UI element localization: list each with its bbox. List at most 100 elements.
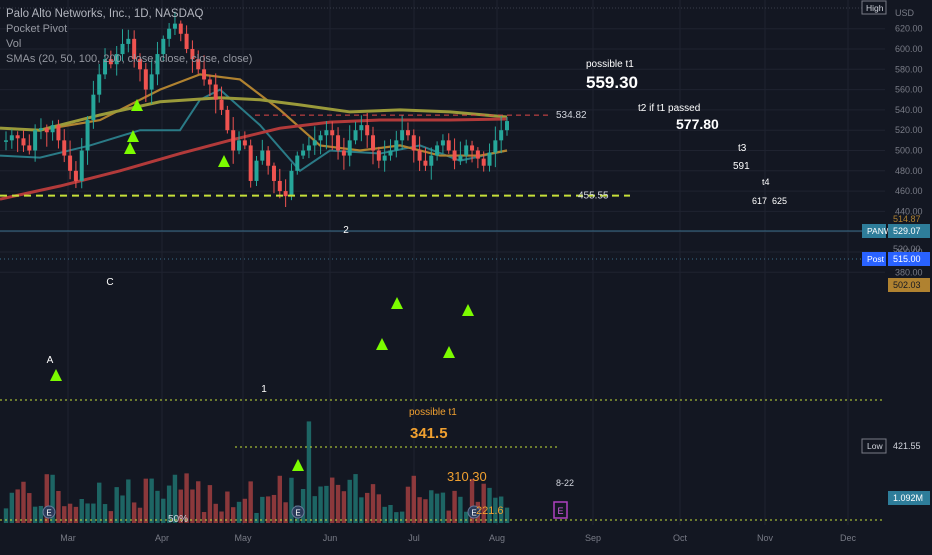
- volume-bar: [271, 494, 277, 523]
- candle-body: [487, 152, 492, 166]
- volume-bar: [161, 498, 166, 523]
- candle-body: [435, 145, 440, 156]
- volume-bar: [236, 501, 242, 523]
- candle-body: [126, 38, 131, 44]
- candle-body: [120, 43, 125, 55]
- candle-body: [324, 130, 329, 136]
- low-value: 421.55: [893, 441, 921, 451]
- candle-body: [132, 38, 137, 60]
- candle-body: [417, 150, 422, 161]
- volume-bar: [56, 490, 61, 523]
- volume-bar: [359, 497, 364, 523]
- earnings-future-label: E: [557, 506, 563, 516]
- volume-bar: [335, 484, 341, 523]
- candle-body: [429, 155, 434, 166]
- date-822-label: 8-22: [556, 478, 574, 488]
- candle-body: [38, 128, 43, 131]
- candle-body: [219, 99, 224, 110]
- volume-bar: [434, 493, 440, 523]
- earnings-badge: [291, 505, 305, 519]
- volume-bar: [417, 497, 422, 523]
- candle-body: [306, 145, 311, 151]
- candle-body: [423, 160, 428, 166]
- volume-bar: [213, 503, 218, 523]
- t2-value: 577.80: [676, 116, 719, 132]
- volume-bar: [254, 512, 259, 523]
- candle-body: [143, 69, 148, 90]
- volume-bar: [399, 511, 405, 523]
- candle-body: [196, 59, 201, 70]
- candle-body: [108, 59, 113, 65]
- volume-bar: [155, 490, 160, 523]
- volume-bar: [137, 507, 143, 523]
- volume-bar: [458, 496, 463, 523]
- volume-bar: [131, 502, 137, 523]
- candle-body: [15, 135, 20, 139]
- volume-bar: [487, 487, 492, 523]
- earnings-badge: [467, 505, 481, 519]
- time-axis[interactable]: Mar Apr May Jun Jul Aug Sep Oct Nov Dec: [60, 533, 856, 543]
- x-tick-label: May: [234, 533, 252, 543]
- candle-body: [411, 135, 416, 151]
- volume-bar: [260, 496, 265, 523]
- low-tag-label: Low: [867, 441, 883, 451]
- candle-body: [493, 140, 498, 153]
- candle-body: [242, 140, 247, 146]
- y-tick-label: 500.00: [895, 146, 923, 156]
- volume-bar: [493, 497, 498, 523]
- volume-bar: [370, 484, 376, 523]
- volume-bar: [184, 473, 189, 523]
- volume-bar: [166, 485, 172, 523]
- earnings-future-box: [553, 501, 568, 519]
- volume-bar: [27, 493, 32, 523]
- candle-body: [21, 138, 26, 146]
- y-tick-label: 460.00: [895, 186, 923, 196]
- legend-pocket-pivot: Pocket Pivot: [6, 23, 68, 35]
- volume-bar: [277, 475, 283, 523]
- volume-bar: [108, 511, 114, 523]
- volume-bar: [178, 489, 183, 523]
- t1-value: 559.30: [586, 73, 638, 92]
- price-axis[interactable]: USD620.00600.00580.00560.00540.00520.005…: [861, 0, 930, 505]
- earnings-badge-label: E: [295, 509, 300, 518]
- y-tick-label: 560.00: [895, 85, 923, 95]
- volume-bar: [9, 492, 15, 523]
- candle-body: [155, 54, 160, 75]
- volume-bar: [50, 474, 55, 523]
- candle-body: [85, 120, 90, 151]
- candle-body: [161, 38, 166, 55]
- pocket-pivot-marker: [127, 130, 139, 142]
- t2-label: t2 if t1 passed: [638, 103, 700, 114]
- t4-label: t4: [762, 177, 770, 187]
- volume-bar: [440, 492, 446, 523]
- candle-body: [271, 165, 276, 181]
- volume-bar: [149, 478, 154, 523]
- high-tag-bg: [861, 0, 887, 15]
- candle-body: [248, 145, 253, 181]
- candle-body: [79, 150, 84, 181]
- vol-value-bg: [888, 491, 930, 505]
- volume-bars: [3, 421, 510, 523]
- candle-body: [91, 94, 96, 121]
- price-candles: [4, 11, 509, 208]
- pocket-pivot-marker: [131, 99, 143, 111]
- sma-value: 502.03: [893, 280, 921, 290]
- volume-bar: [15, 489, 20, 523]
- y-tick-label: 380.00: [895, 267, 923, 277]
- volume-bar: [21, 481, 26, 523]
- volume-bar: [102, 504, 108, 523]
- candle-body: [4, 140, 8, 142]
- candle-body: [295, 155, 300, 171]
- candle-body: [103, 59, 108, 75]
- volume-bar: [172, 474, 178, 523]
- sma-value-bg: [888, 278, 930, 292]
- earnings-badge: [42, 505, 56, 519]
- volume-bar: [364, 492, 370, 523]
- volume-bar: [120, 495, 125, 523]
- legend-title: Palo Alto Networks, Inc., 1D, NASDAQ: [6, 8, 204, 20]
- candle-body: [499, 130, 504, 141]
- volume-bar: [44, 474, 49, 523]
